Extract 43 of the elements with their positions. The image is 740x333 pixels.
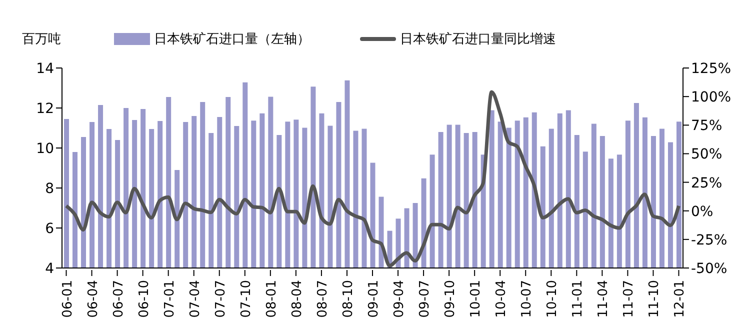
y-tick-label: 14 bbox=[36, 60, 54, 77]
legend-label: 日本铁矿石进口量同比增速 bbox=[400, 31, 556, 48]
x-tick-label: 11-07 bbox=[622, 280, 637, 318]
y-tick-label: 4 bbox=[45, 260, 54, 277]
x-tick-label: 07-07 bbox=[213, 280, 228, 318]
x-tick-label: 06-10 bbox=[136, 280, 152, 318]
x-tick-label: 10-10 bbox=[545, 280, 560, 318]
x-tick-label: 08-07 bbox=[315, 280, 330, 318]
y2-tick-label: 100% bbox=[691, 90, 732, 106]
x-tick-label: 07-01 bbox=[162, 280, 178, 318]
x-tick-label: 09-04 bbox=[392, 280, 408, 318]
legend-label: 日本铁矿石进口量（左轴） bbox=[154, 31, 310, 48]
x-tick-label: 07-10 bbox=[238, 280, 254, 318]
x-tick-label: 10-01 bbox=[468, 280, 484, 318]
x-tick-label: 07-04 bbox=[188, 280, 203, 318]
x-tick-label: 09-10 bbox=[443, 280, 458, 318]
x-tick-label: 12-01 bbox=[672, 280, 688, 318]
y-tick-label: 6 bbox=[45, 220, 54, 237]
y-tick-label: 10 bbox=[36, 140, 54, 157]
y-axis-title: 百万吨 bbox=[22, 31, 61, 48]
x-tick-label: 11-04 bbox=[596, 280, 612, 318]
x-tick-label: 06-07 bbox=[111, 280, 126, 318]
line-series bbox=[64, 90, 680, 268]
y-tick-label: 8 bbox=[45, 180, 54, 197]
x-tick-label: 06-01 bbox=[60, 280, 76, 318]
x-tick-label: 09-07 bbox=[418, 280, 433, 318]
x-tick-label: 10-04 bbox=[494, 280, 510, 318]
y2-tick-label: -50% bbox=[691, 260, 728, 277]
x-tick-label: 08-10 bbox=[340, 280, 356, 318]
y2-tick-label: 125% bbox=[691, 60, 732, 77]
y2-tick-label: -25% bbox=[691, 232, 728, 248]
x-tick-label: 11-10 bbox=[647, 280, 662, 318]
y2-tick-label: 50% bbox=[691, 146, 722, 163]
y2-tick-label: 25% bbox=[691, 175, 722, 192]
y2-tick-label: 0% bbox=[691, 204, 714, 220]
x-tick-label: 11-01 bbox=[570, 280, 586, 318]
x-tick-label: 10-07 bbox=[520, 280, 535, 318]
y2-tick-label: 75% bbox=[691, 118, 722, 134]
x-tick-label: 06-04 bbox=[86, 280, 101, 318]
x-tick-label: 08-04 bbox=[290, 280, 305, 318]
x-tick-label: 08-01 bbox=[264, 280, 280, 318]
x-tick-label: 09-01 bbox=[366, 280, 382, 318]
y-tick-label: 12 bbox=[36, 100, 54, 117]
